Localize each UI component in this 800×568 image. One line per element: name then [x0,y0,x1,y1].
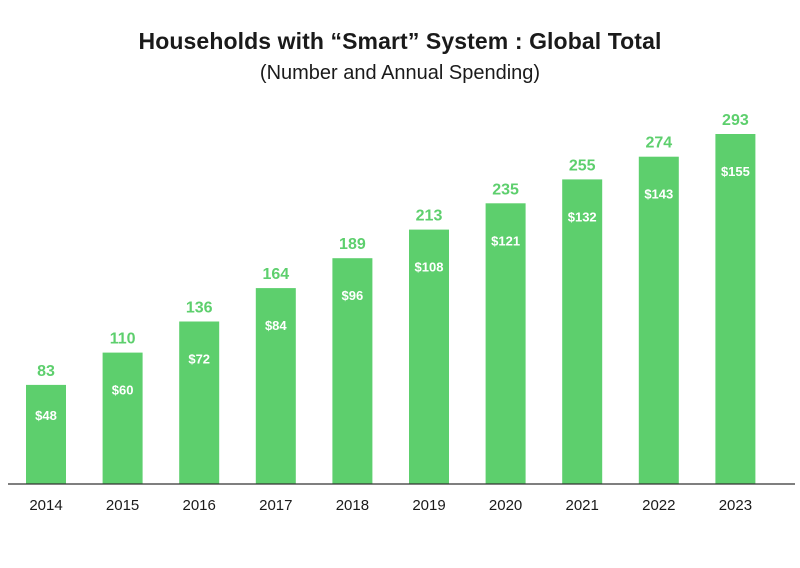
bar-2014 [26,384,66,484]
bar-value-label-2019: 213 [416,208,443,225]
bar-2021 [562,179,603,484]
bar-value-label-2017: 164 [262,266,289,283]
bar-value-label-2014: 83 [37,363,55,380]
bar-spending-label-2019: $108 [415,260,444,275]
x-tick-label-2019: 2019 [412,497,445,514]
bar-spending-label-2015: $60 [112,383,134,398]
bar-spending-label-2014: $48 [35,408,57,423]
x-tick-label-2016: 2016 [183,497,216,514]
bar-2020 [485,203,526,485]
chart-title: Households with “Smart” System : Global … [138,28,662,54]
x-tick-label-2020: 2020 [489,497,522,514]
bar-2017 [255,288,296,484]
bar-value-label-2022: 274 [645,135,672,152]
bar-value-label-2023: 293 [722,112,749,129]
bar-value-label-2018: 189 [339,236,366,253]
bar-spending-label-2022: $143 [644,187,673,202]
bar-spending-label-2020: $121 [491,233,520,248]
x-tick-label-2022: 2022 [642,497,675,514]
bar-value-label-2015: 110 [110,331,136,348]
bar-2018 [332,258,373,484]
bar-2019 [409,229,449,484]
x-tick-label-2015: 2015 [106,497,139,514]
bar-2016 [179,321,220,484]
bar-value-label-2020: 235 [492,181,519,198]
bar-spending-label-2021: $132 [568,209,597,224]
bar-value-label-2021: 255 [569,157,596,174]
bar-spending-label-2023: $155 [721,164,750,179]
bar-2022 [638,156,679,484]
bar-value-label-2016: 136 [186,300,213,317]
chart-subtitle: (Number and Annual Spending) [259,62,541,84]
x-tick-label-2014: 2014 [29,497,62,514]
bar-2023 [715,134,756,484]
bar-2015 [102,352,143,484]
x-tick-label-2023: 2023 [719,497,752,514]
bar-spending-label-2016: $72 [188,352,210,367]
bar-spending-label-2017: $84 [265,318,287,333]
x-tick-label-2017: 2017 [259,497,292,514]
x-tick-label-2018: 2018 [336,497,369,514]
x-tick-label-2021: 2021 [566,497,599,514]
bar-spending-label-2018: $96 [342,288,364,303]
